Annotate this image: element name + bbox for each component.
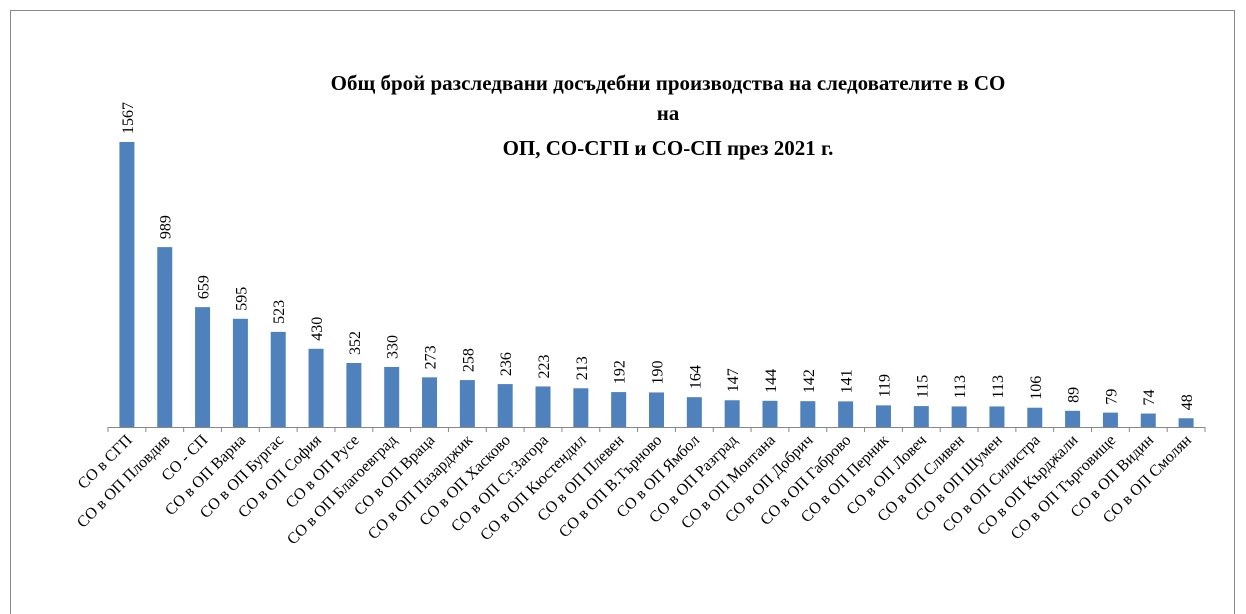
bar [951,406,967,427]
bar [989,406,1005,427]
data-label: 223 [536,354,553,378]
chart-title: на [657,101,680,125]
data-label: 79 [1103,389,1120,405]
data-label: 164 [687,365,704,389]
data-label: 144 [763,369,780,393]
bar [308,348,324,427]
bar [611,392,627,427]
data-label: 989 [158,215,175,239]
bar [1065,410,1081,427]
bar [497,384,513,427]
data-label: 119 [876,374,893,397]
bar [157,247,173,427]
bar [195,307,211,427]
bar [346,362,362,427]
chart-title: Общ брой разследвани досъдебни производс… [331,71,1006,95]
data-label: 330 [385,335,402,359]
bar [1102,412,1118,427]
bar [270,331,286,427]
chart-frame [10,10,1235,614]
data-label: 190 [650,360,667,384]
bar [232,318,248,427]
data-label: 523 [271,300,288,324]
bar [800,401,816,427]
data-label: 48 [1179,394,1196,410]
data-label: 106 [1028,376,1045,400]
data-label: 352 [347,331,364,355]
data-label: 147 [725,368,742,392]
bar [838,401,854,427]
bar [1027,407,1043,427]
data-label: 142 [801,369,818,393]
bar [762,400,778,427]
chart-title: ОП, СО-СГП и СО-СП през 2021 г. [503,136,834,160]
bar [1178,418,1194,427]
data-label: 258 [460,348,477,372]
bar [573,388,589,427]
data-label: 89 [1066,387,1083,403]
data-label: 113 [952,375,969,398]
data-label: 273 [423,345,440,369]
data-label: 236 [498,352,515,376]
bar [459,380,475,427]
data-label: 74 [1141,390,1158,406]
bar [535,386,551,427]
bar [1140,413,1156,427]
data-label: 192 [612,360,629,384]
data-label: 213 [574,356,591,380]
bar [913,406,929,427]
data-label: 595 [233,287,250,311]
bar [875,405,891,427]
data-label: 1567 [120,102,137,134]
bar [119,142,135,427]
bar [649,392,664,427]
data-label: 659 [196,275,213,299]
data-label: 430 [309,317,326,341]
bar [384,366,400,427]
bar [686,397,702,427]
data-label: 113 [990,375,1007,398]
bar [422,377,438,427]
bar [724,400,740,427]
data-label: 115 [914,375,931,398]
data-label: 141 [839,369,856,393]
